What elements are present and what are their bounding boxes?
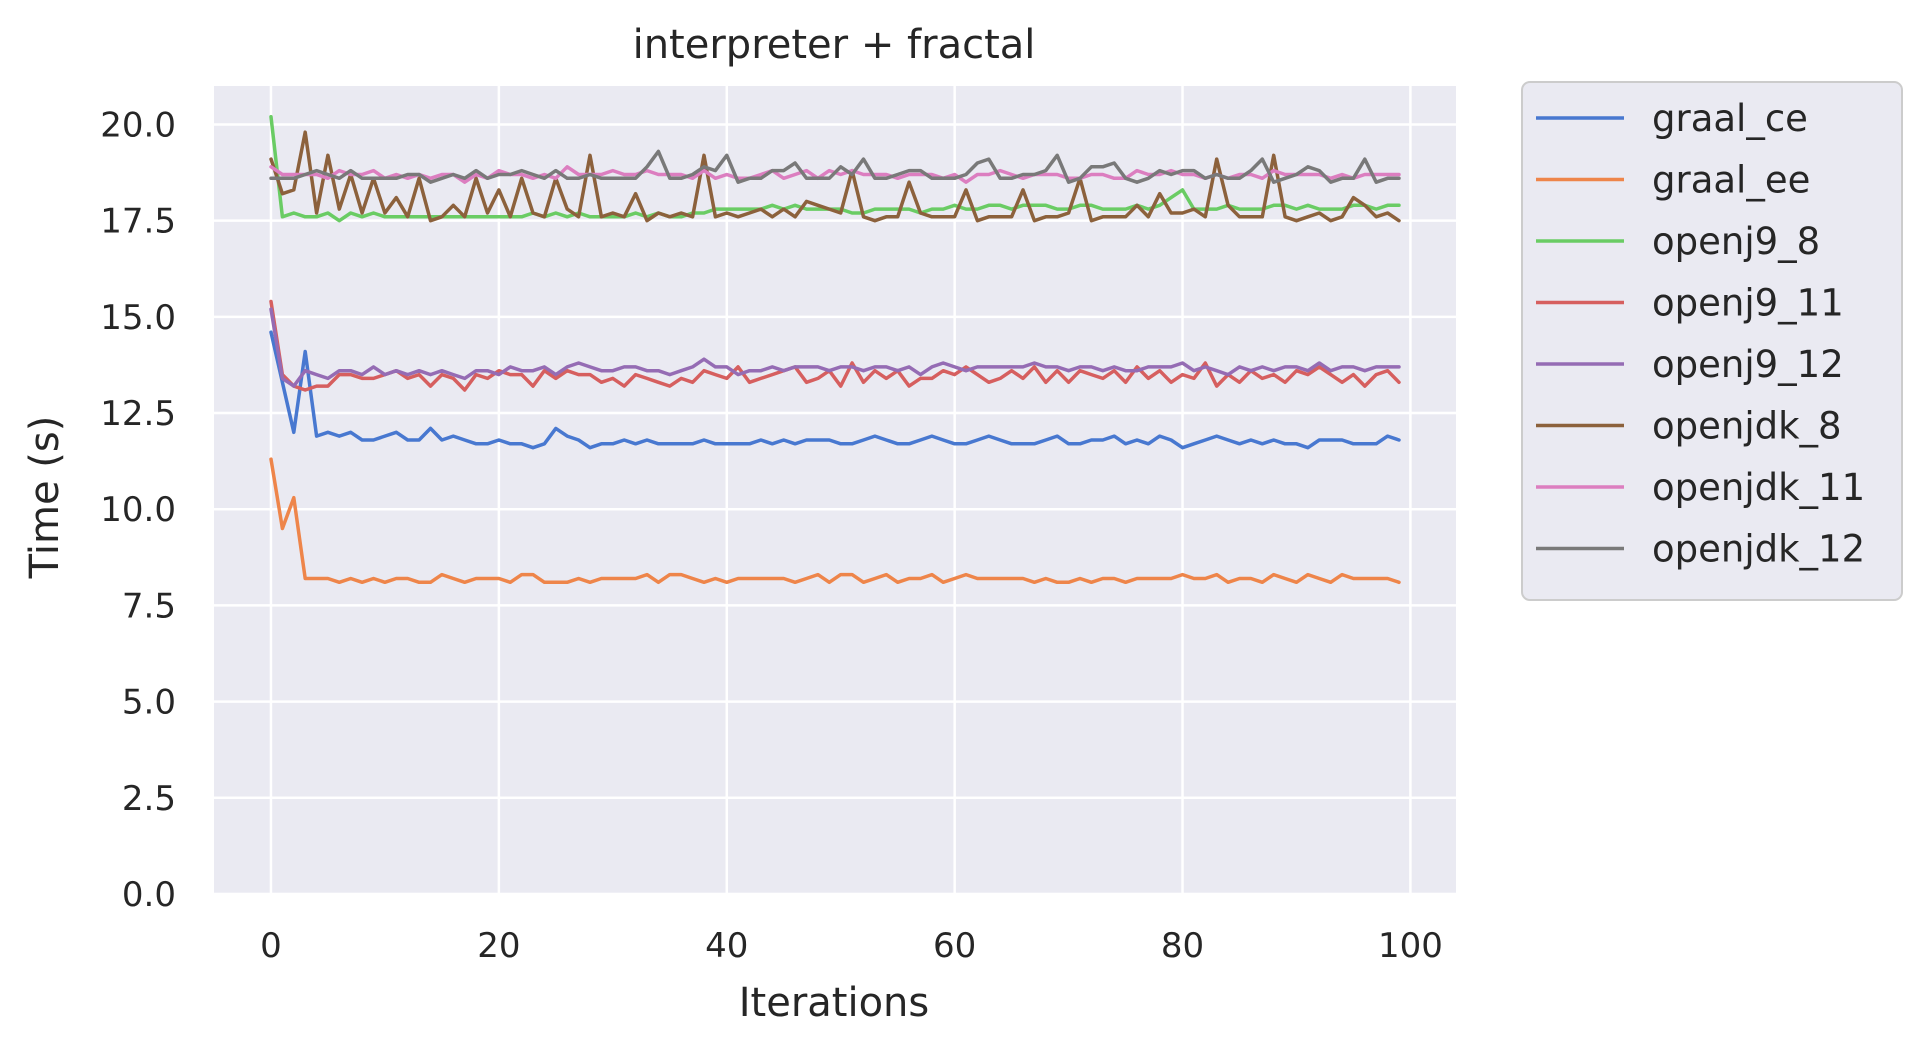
series-line-graal-ce bbox=[269, 330, 1401, 450]
x-tick-label: 40 bbox=[705, 926, 748, 966]
legend-label: openj9_8 bbox=[1652, 220, 1820, 263]
y-tick-label: 20.0 bbox=[100, 105, 176, 145]
x-axis-title: Iterations bbox=[739, 980, 930, 1026]
y-tick-label: 15.0 bbox=[100, 298, 176, 338]
legend-label: openjdk_8 bbox=[1652, 405, 1842, 448]
x-tick-label: 0 bbox=[260, 926, 282, 966]
legend-label: openj9_11 bbox=[1652, 282, 1844, 325]
y-tick-label: 10.0 bbox=[100, 490, 176, 530]
x-tick-label: 60 bbox=[933, 926, 976, 966]
y-axis-title: Time (s) bbox=[22, 416, 68, 580]
y-tick-label: 17.5 bbox=[100, 202, 176, 242]
series-line-openjdk-12 bbox=[269, 149, 1401, 184]
y-tick-label: 12.5 bbox=[100, 394, 176, 434]
grid-lines bbox=[214, 86, 1456, 896]
y-tick-label: 0.0 bbox=[122, 875, 176, 915]
y-tick-label: 2.5 bbox=[122, 779, 176, 819]
legend-label: graal_ee bbox=[1652, 159, 1810, 202]
series-line-openj9-11 bbox=[269, 299, 1401, 392]
x-tick-label: 80 bbox=[1161, 926, 1204, 966]
chart-title: interpreter + fractal bbox=[633, 22, 1036, 68]
y-tick-label: 5.0 bbox=[122, 683, 176, 723]
legend-label: openjdk_11 bbox=[1652, 466, 1865, 509]
x-axis-ticks: 0 20 40 60 80 100 bbox=[260, 926, 1443, 966]
x-tick-label: 20 bbox=[477, 926, 520, 966]
x-tick-label: 100 bbox=[1378, 926, 1443, 966]
legend-label: openjdk_12 bbox=[1652, 528, 1865, 571]
legend-box bbox=[1521, 81, 1903, 601]
series-line-openj9-8 bbox=[269, 115, 1401, 223]
legend: graal_ce graal_ee openj9_8 openj9_11 openj9_… bbox=[1521, 81, 1903, 601]
legend-label: openj9_12 bbox=[1652, 343, 1844, 386]
legend-label: graal_ce bbox=[1652, 97, 1808, 140]
y-axis-ticks: 0.0 2.5 5.0 7.5 10.0 12.5 15.0 17.5 20.0 bbox=[100, 105, 176, 915]
series-lines bbox=[269, 115, 1401, 585]
series-line-openjdk-8 bbox=[269, 130, 1401, 223]
series-line-graal-ee bbox=[269, 457, 1401, 585]
series-line-openj9-12 bbox=[269, 307, 1401, 388]
y-tick-label: 7.5 bbox=[122, 586, 176, 626]
